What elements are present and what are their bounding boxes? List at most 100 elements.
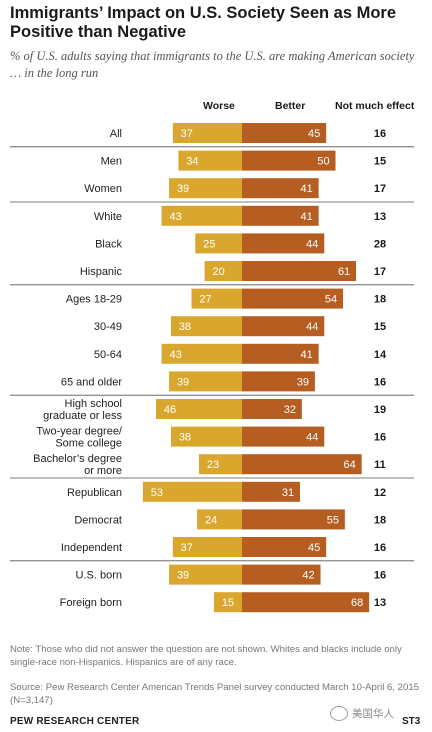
category-label: Democrat xyxy=(74,514,122,526)
data-label-worse: 39 xyxy=(177,376,189,388)
data-label-worse: 53 xyxy=(151,487,163,499)
chart-subtitle: % of U.S. adults saying that immigrants … xyxy=(10,49,415,80)
bar-worse xyxy=(155,399,242,419)
bar-worse xyxy=(195,233,242,254)
data-label-no-effect: 11 xyxy=(374,459,386,471)
chart-note: Note: Those who did not answer the quest… xyxy=(10,644,402,668)
bar-worse xyxy=(161,343,242,364)
data-label-better: 44 xyxy=(306,321,318,333)
bar-worse xyxy=(142,481,242,502)
data-label-no-effect: 13 xyxy=(374,597,386,609)
category-label: Republican xyxy=(67,487,122,499)
data-label-worse: 38 xyxy=(179,321,191,333)
data-label-better: 32 xyxy=(284,404,296,416)
data-label-no-effect: 16 xyxy=(374,542,386,554)
bar-better xyxy=(242,288,343,309)
data-label-no-effect: 15 xyxy=(374,321,386,333)
category-label-line: High school xyxy=(65,398,122,410)
watermark: 美国华人 xyxy=(330,706,394,721)
data-label-better: 42 xyxy=(302,570,314,582)
data-label-no-effect: 15 xyxy=(374,156,386,168)
bar-worse xyxy=(197,509,242,530)
bar-better xyxy=(242,509,345,530)
column-header-better: Better xyxy=(275,100,306,112)
data-label-worse: 39 xyxy=(177,570,189,582)
data-label-worse: 27 xyxy=(199,294,211,306)
data-label-worse: 20 xyxy=(212,266,224,278)
category-label: 30-49 xyxy=(94,321,122,333)
data-label-no-effect: 17 xyxy=(374,183,386,195)
category-label: 65 and older xyxy=(61,376,122,388)
data-label-better: 41 xyxy=(301,183,313,195)
bar-worse xyxy=(172,537,242,557)
data-label-no-effect: 28 xyxy=(374,238,386,250)
data-label-no-effect: 16 xyxy=(374,128,386,140)
bar-worse xyxy=(198,454,242,475)
data-label-worse: 15 xyxy=(222,597,234,609)
category-label: Foreign born xyxy=(60,597,122,609)
bar-better xyxy=(242,537,327,557)
category-label-line: Two-year degree/ xyxy=(36,426,123,438)
data-label-no-effect: 14 xyxy=(374,349,387,361)
category-label: Women xyxy=(84,183,122,195)
bar-worse xyxy=(204,261,242,281)
chart-title: Immigrants’ Impact on U.S. Society Seen … xyxy=(10,4,397,41)
data-label-better: 55 xyxy=(327,514,339,526)
bar-worse xyxy=(161,205,242,226)
data-label-worse: 39 xyxy=(177,183,189,195)
data-label-no-effect: 16 xyxy=(374,432,386,444)
bar-better xyxy=(242,261,357,281)
data-label-better: 39 xyxy=(297,376,309,388)
data-label-worse: 43 xyxy=(169,211,181,223)
category-label: U.S. born xyxy=(76,570,122,582)
data-label-worse: 43 xyxy=(169,349,181,361)
bar-worse xyxy=(178,150,242,171)
data-label-no-effect: 16 xyxy=(374,570,386,582)
data-label-better: 45 xyxy=(308,128,320,140)
watermark-text: 美国华人 xyxy=(352,708,394,720)
data-label-worse: 37 xyxy=(181,128,193,140)
figure-code: ST3 xyxy=(402,716,421,727)
bar-better xyxy=(242,123,327,143)
bar-better xyxy=(242,592,370,613)
data-label-better: 50 xyxy=(317,156,329,168)
bar-worse xyxy=(170,426,242,447)
data-label-better: 61 xyxy=(338,266,350,278)
data-label-better: 44 xyxy=(306,238,318,250)
bar-worse xyxy=(170,316,242,337)
bar-better xyxy=(242,564,321,585)
data-label-worse: 38 xyxy=(179,432,191,444)
category-label: Independent xyxy=(61,542,122,554)
diverging-bar-chart: 37 45 16 All 34 50 15 Men 39 41 17 Women 43 41 13 White… xyxy=(10,123,414,613)
data-label-worse: 25 xyxy=(203,238,215,250)
data-label-better: 31 xyxy=(282,487,294,499)
data-label-no-effect: 18 xyxy=(374,294,386,306)
bar-worse xyxy=(169,564,242,585)
bar-worse xyxy=(169,178,242,199)
data-label-no-effect: 12 xyxy=(374,487,386,499)
bar-better xyxy=(242,316,325,337)
bar-better xyxy=(242,343,319,364)
data-label-no-effect: 18 xyxy=(374,514,386,526)
data-label-no-effect: 17 xyxy=(374,266,386,278)
bar-worse xyxy=(213,592,242,613)
bar-better xyxy=(242,371,315,392)
category-label-line: Some college xyxy=(55,438,122,450)
data-label-no-effect: 13 xyxy=(374,211,386,223)
category-label: All xyxy=(110,128,122,140)
data-label-worse: 46 xyxy=(164,404,176,416)
data-label-better: 44 xyxy=(306,432,318,444)
category-label: Hispanic xyxy=(80,266,123,278)
data-label-no-effect: 16 xyxy=(374,376,386,388)
bar-better xyxy=(242,481,300,502)
data-label-better: 64 xyxy=(344,459,356,471)
data-label-worse: 24 xyxy=(205,514,217,526)
category-label-line: Bachelor’s degree xyxy=(33,453,122,465)
bar-worse xyxy=(172,123,242,143)
bar-better xyxy=(242,150,336,171)
bar-better xyxy=(242,205,319,226)
category-label: Black xyxy=(95,238,122,250)
bar-better xyxy=(242,399,302,419)
category-label-line: or more xyxy=(84,465,122,477)
data-label-worse: 37 xyxy=(181,542,193,554)
